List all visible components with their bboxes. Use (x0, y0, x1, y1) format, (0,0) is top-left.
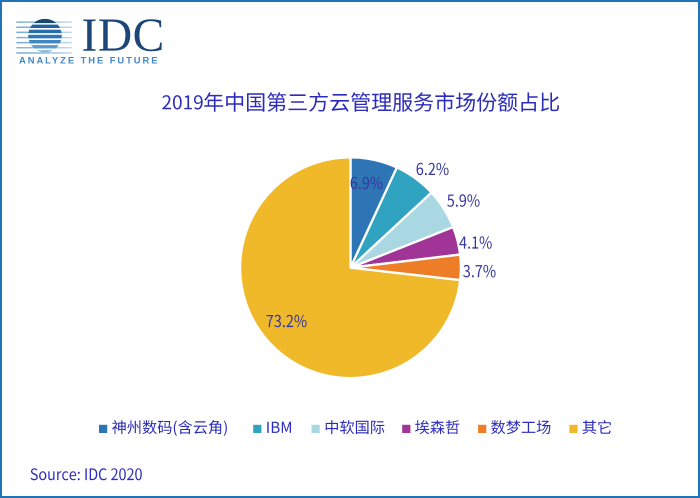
svg-text:ANALYZE THE FUTURE: ANALYZE THE FUTURE (19, 55, 158, 66)
svg-text:IDC: IDC (82, 10, 165, 62)
